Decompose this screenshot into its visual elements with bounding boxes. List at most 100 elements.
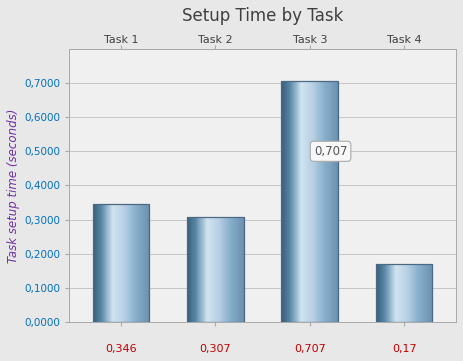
Bar [222, 217, 223, 322]
Bar [242, 217, 243, 322]
Bar [220, 217, 221, 322]
Bar [324, 81, 325, 322]
Bar [334, 81, 335, 322]
Bar [388, 264, 389, 322]
Bar [387, 264, 388, 322]
Bar [416, 264, 417, 322]
Bar [202, 217, 203, 322]
Bar [121, 204, 122, 322]
Bar [93, 204, 150, 322]
Bar [386, 264, 387, 322]
Bar [399, 264, 400, 322]
Bar [286, 81, 287, 322]
Bar [127, 204, 128, 322]
Bar [385, 264, 386, 322]
Bar [239, 217, 240, 322]
Bar [409, 264, 410, 322]
Bar [145, 204, 146, 322]
Bar [95, 204, 96, 322]
Bar [312, 81, 313, 322]
Bar [97, 204, 98, 322]
Bar [425, 264, 426, 322]
Bar [99, 204, 100, 322]
Bar [231, 217, 232, 322]
Bar [306, 81, 307, 322]
Bar [423, 264, 424, 322]
Bar [130, 204, 131, 322]
Bar [313, 81, 314, 322]
Bar [390, 264, 391, 322]
Bar [224, 217, 225, 322]
Bar [129, 204, 130, 322]
Bar [134, 204, 135, 322]
Bar [203, 217, 204, 322]
Bar [195, 217, 196, 322]
Bar [319, 81, 320, 322]
Bar [308, 81, 309, 322]
Bar [228, 217, 229, 322]
Bar [215, 217, 216, 322]
Bar [233, 217, 234, 322]
Bar [337, 81, 338, 322]
Bar [212, 217, 213, 322]
Bar [188, 217, 189, 322]
Bar [219, 217, 220, 322]
Bar [217, 217, 218, 322]
Bar [240, 217, 241, 322]
Bar [114, 204, 115, 322]
Bar [211, 217, 212, 322]
Bar [317, 81, 318, 322]
Bar [292, 81, 293, 322]
Bar [108, 204, 109, 322]
Bar [283, 81, 284, 322]
Bar [327, 81, 328, 322]
Bar [115, 204, 116, 322]
Bar [113, 204, 114, 322]
Bar [294, 81, 295, 322]
Bar [411, 264, 412, 322]
Bar [146, 204, 147, 322]
Bar [213, 217, 214, 322]
Bar [236, 217, 237, 322]
Bar [142, 204, 143, 322]
Bar [191, 217, 192, 322]
Bar [296, 81, 297, 322]
Bar [149, 204, 150, 322]
Bar [415, 264, 416, 322]
Bar [148, 204, 149, 322]
Bar [404, 264, 405, 322]
Bar [136, 204, 137, 322]
Bar [403, 264, 404, 322]
Bar [124, 204, 125, 322]
Bar [225, 217, 226, 322]
Bar [285, 81, 286, 322]
Bar [110, 204, 111, 322]
Bar [397, 264, 398, 322]
Bar [204, 217, 205, 322]
Text: 0,346: 0,346 [105, 344, 137, 354]
Bar [216, 217, 217, 322]
Bar [209, 217, 210, 322]
Bar [210, 217, 211, 322]
Bar [316, 81, 317, 322]
Bar [214, 217, 215, 322]
Bar [208, 217, 209, 322]
Bar [235, 217, 236, 322]
Bar [215, 217, 216, 322]
Bar [317, 81, 318, 322]
Bar [291, 81, 292, 322]
Bar [196, 217, 197, 322]
Bar [305, 81, 306, 322]
Bar [323, 81, 324, 322]
Bar [192, 217, 193, 322]
Bar [192, 217, 193, 322]
Bar [377, 264, 378, 322]
Bar [406, 264, 407, 322]
Bar [413, 264, 414, 322]
Bar [133, 204, 134, 322]
Bar [199, 217, 200, 322]
Bar [207, 217, 208, 322]
Bar [216, 217, 217, 322]
Bar [118, 204, 119, 322]
Bar [194, 217, 195, 322]
